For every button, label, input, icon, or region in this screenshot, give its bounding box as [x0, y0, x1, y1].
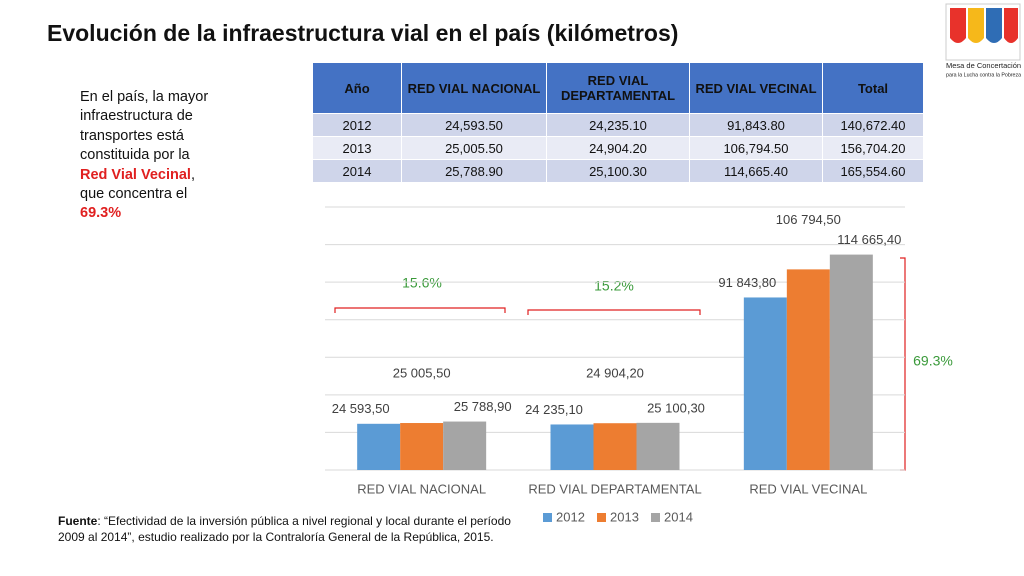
table-cell: 25,100.30	[546, 159, 690, 183]
table-cell: 2014	[312, 159, 402, 183]
header-cell: Total	[822, 62, 924, 114]
logo-shape	[986, 8, 1002, 43]
logo-shape	[1004, 8, 1018, 43]
table-cell: 24,235.10	[546, 113, 690, 137]
legend-label: 2013	[610, 509, 639, 524]
table-cell: 2013	[312, 136, 402, 160]
header-cell: RED VIAL NACIONAL	[401, 62, 547, 114]
annotation: 69.3%	[913, 353, 953, 369]
annotation: 15.2%	[594, 278, 634, 294]
header-cell: RED VIAL VECINAL	[689, 62, 823, 114]
table-cell: 25,005.50	[401, 136, 547, 160]
table-cell: 106,794.50	[689, 136, 823, 160]
bracket	[527, 309, 701, 315]
side-text: En el país, la mayor infraestructura de …	[80, 88, 220, 224]
highlight: Red Vial Vecinal	[80, 166, 191, 183]
data-label: 24 904,20	[586, 366, 644, 381]
data-label: 25 100,30	[647, 400, 705, 415]
data-label: 25 005,50	[393, 365, 451, 380]
table-row: 2012 24,593.50 24,235.10 91,843.80 140,672.4…	[312, 113, 924, 137]
data-label: 24 235,10	[525, 402, 583, 417]
data-table: Año RED VIAL NACIONAL RED VIAL DEPARTAMENT…	[312, 62, 924, 183]
bar	[357, 423, 401, 470]
bracket	[900, 257, 906, 471]
data-label: 106 794,50	[776, 212, 841, 227]
bar	[550, 424, 594, 470]
text: En el país, la mayor infraestructura de …	[80, 89, 209, 164]
slide-title: Evolución de la infraestructura vial en …	[47, 20, 679, 46]
table-cell: 25,788.90	[401, 159, 547, 183]
table-cell: 24,904.20	[546, 136, 690, 160]
table-row: 2014 25,788.90 25,100.30 114,665.40 165,554.…	[312, 159, 924, 183]
legend-label: 2014	[664, 509, 693, 524]
data-label: 24 593,50	[332, 401, 390, 416]
bar	[593, 423, 637, 470]
data-label: 91 843,80	[718, 275, 776, 290]
x-tick-label: RED VIAL VECINAL	[749, 481, 867, 496]
x-tick-label: RED VIAL DEPARTAMENTAL	[528, 481, 701, 496]
legend-swatch	[543, 513, 552, 522]
logo-subtext: para la Lucha contra la Pobreza	[946, 72, 1021, 78]
bar	[829, 254, 873, 470]
logo: Mesa de Concertación para la Lucha contr…	[945, 3, 1021, 78]
bracket	[334, 307, 506, 313]
data-label: 25 788,90	[454, 399, 512, 414]
bar	[636, 422, 680, 470]
text: , que concentra el	[80, 166, 195, 203]
header-cell: Año	[312, 62, 402, 114]
bar	[443, 421, 487, 470]
table-cell: 114,665.40	[689, 159, 823, 183]
logo-text: Mesa de Concertación	[946, 61, 1021, 70]
legend-swatch	[597, 513, 606, 522]
bar	[400, 423, 444, 470]
table-cell: 91,843.80	[689, 113, 823, 137]
legend-swatch	[651, 513, 660, 522]
table-cell: 140,672.40	[822, 113, 924, 137]
annotation: 15.6%	[402, 275, 442, 291]
data-label: 114 665,40	[837, 232, 901, 247]
footnote-text: : “Efectividad de la inversión pública a…	[58, 514, 511, 544]
table-cell: 156,704.20	[822, 136, 924, 160]
logo-shape	[950, 8, 966, 43]
highlight: 69.3%	[80, 205, 122, 222]
bar	[786, 269, 830, 470]
header-row: Año RED VIAL NACIONAL RED VIAL DEPARTAMENT…	[312, 62, 924, 114]
bar	[743, 297, 787, 470]
header-cell: RED VIAL DEPARTAMENTAL	[546, 62, 690, 114]
table-row: 2013 25,005.50 24,904.20 106,794.50 156,704.…	[312, 136, 924, 160]
table-body: 2012 24,593.50 24,235.10 91,843.80 140,672.4…	[312, 113, 924, 183]
legend-label: 2012	[556, 509, 585, 524]
footnote: Fuente: “Efectividad de la inversión púb…	[58, 514, 538, 545]
footnote-label: Fuente	[58, 514, 98, 528]
x-tick-label: RED VIAL NACIONAL	[357, 481, 486, 496]
table-cell: 165,554.60	[822, 159, 924, 183]
table-cell: 2012	[312, 113, 402, 137]
logo-shape	[968, 8, 984, 43]
